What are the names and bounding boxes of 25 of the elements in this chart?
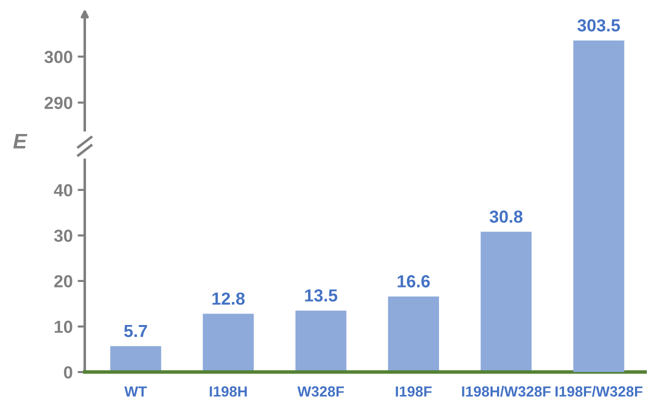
x-tick-label: I198F xyxy=(396,386,432,397)
data-label: 5.7 xyxy=(124,324,147,338)
x-tick-label: WT xyxy=(124,386,147,396)
y-tick-label: 0 xyxy=(64,366,72,378)
bar xyxy=(295,310,346,372)
y-tick-label: 30 xyxy=(54,230,72,242)
bar xyxy=(110,346,162,372)
y-tick-label: 20 xyxy=(54,275,72,288)
y-tick-label: 10 xyxy=(54,320,72,333)
data-label: 12.8 xyxy=(212,292,245,305)
data-label: 16.6 xyxy=(398,275,430,288)
data-label: 13.5 xyxy=(305,289,338,302)
x-tick-label: I198H xyxy=(210,386,247,397)
y-tick-label: 300 xyxy=(44,50,72,64)
x-tick-label: I198H/W328F xyxy=(462,386,551,397)
y-axis-title: E xyxy=(13,134,28,148)
y-tick-label: 40 xyxy=(54,184,72,196)
x-tick-label: I198F/W328F xyxy=(556,386,642,397)
bar xyxy=(202,314,254,372)
data-label: 30.8 xyxy=(490,210,523,223)
data-label: 303.5 xyxy=(577,19,620,32)
x-tick-label: W328F xyxy=(297,386,344,397)
bar xyxy=(480,232,532,372)
y-tick-label: 290 xyxy=(44,96,72,110)
bar xyxy=(388,296,439,372)
